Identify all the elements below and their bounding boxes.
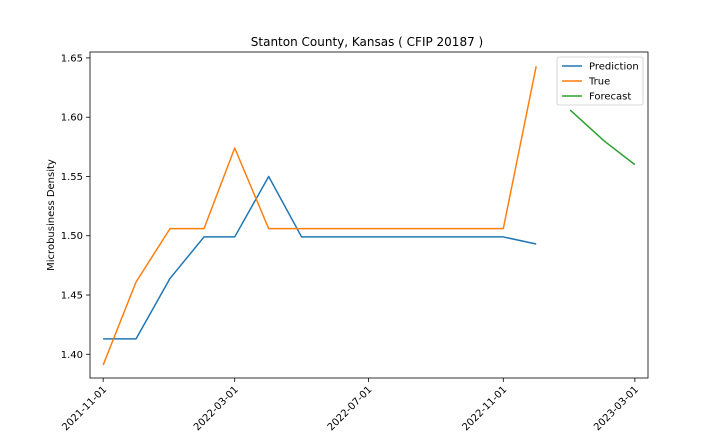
- x-tick-label: 2023-03-01: [592, 384, 641, 432]
- series-line-prediction: [103, 175, 537, 340]
- x-tick-label: 2022-11-01: [461, 384, 510, 432]
- x-tick-label: 2022-07-01: [326, 384, 375, 432]
- y-tick-label: 1.55: [61, 172, 83, 183]
- y-axis-label: Microbusiness Density: [46, 159, 57, 271]
- legend-box: [556, 56, 644, 106]
- plot-frame: [89, 51, 649, 379]
- series-line-true: [102, 66, 537, 366]
- x-tick-label: 2021-11-01: [60, 384, 109, 432]
- chart-title: Stanton County, Kansas ( CFIP 20187 ): [251, 35, 483, 49]
- legend-label-forecast: Forecast: [589, 92, 631, 103]
- legend: Prediction True Forecast: [556, 56, 644, 106]
- y-tick-label: 1.45: [61, 291, 83, 302]
- y-tick-label: 1.40: [61, 350, 83, 361]
- series-line-forecast: [569, 109, 636, 166]
- y-tick-label: 1.50: [61, 231, 83, 242]
- legend-label-true: True: [588, 77, 610, 88]
- x-tick-label: 2022-03-01: [192, 384, 241, 432]
- legend-label-prediction: Prediction: [589, 62, 639, 73]
- ticks-layer: 1.40 1.45 1.50 1.55 1.60 1.65 2021-11-01 2022-0…: [60, 53, 641, 432]
- y-tick-label: 1.60: [61, 113, 83, 124]
- y-tick-label: 1.65: [61, 53, 83, 64]
- series-layer: [102, 66, 636, 366]
